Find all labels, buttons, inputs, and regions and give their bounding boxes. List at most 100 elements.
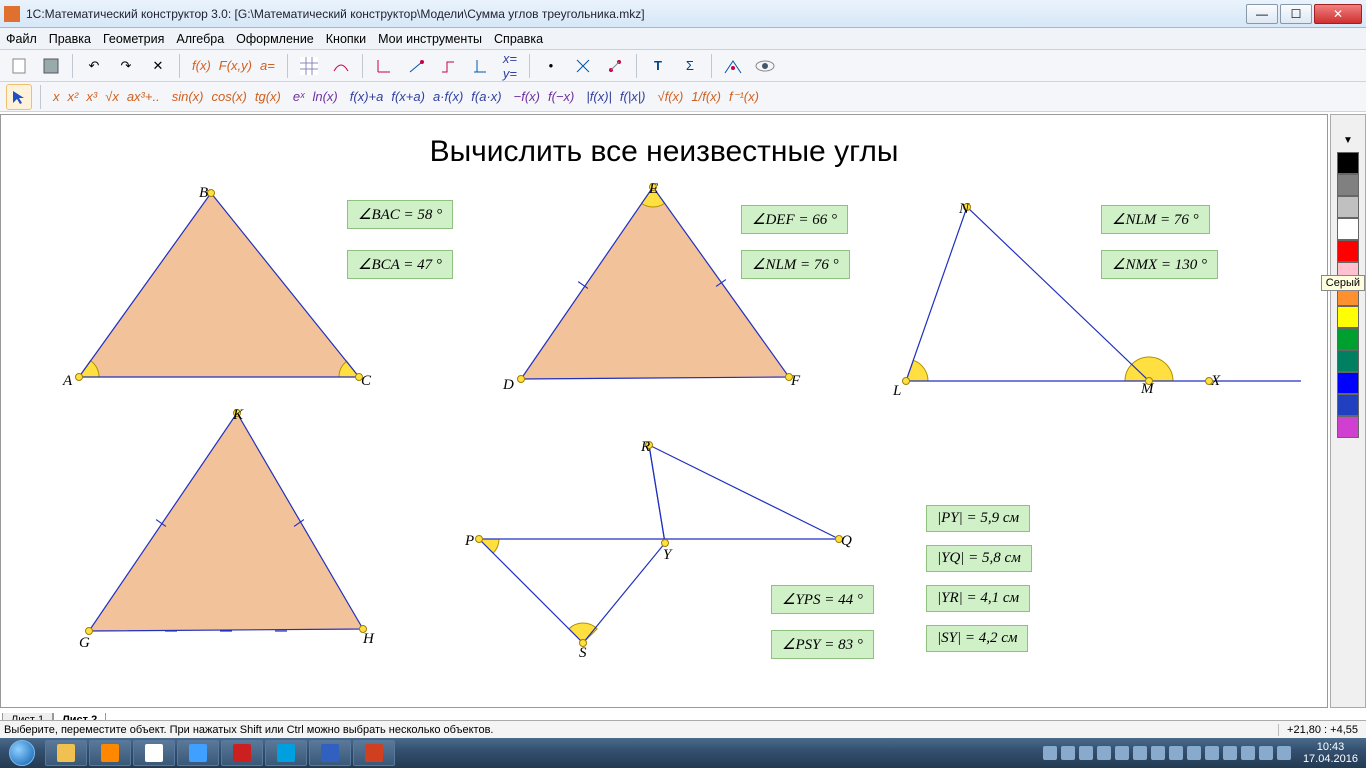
color-swatch[interactable] — [1337, 218, 1359, 240]
integral-button[interactable] — [435, 53, 461, 79]
minimize-button[interactable]: — — [1246, 4, 1278, 24]
measurement-box[interactable]: ∠PSY = 83 ° — [771, 630, 874, 659]
start-button[interactable] — [0, 738, 44, 768]
math-tool[interactable]: a= — [256, 58, 279, 73]
func-tool[interactable]: f(x)+a — [346, 89, 388, 104]
func-tool[interactable]: sin(x) — [168, 89, 208, 104]
color-swatch[interactable] — [1337, 174, 1359, 196]
trace-button[interactable] — [602, 53, 628, 79]
xy-equals-tool[interactable]: x=y= — [499, 51, 521, 81]
taskbar-app[interactable] — [309, 740, 351, 766]
canvas[interactable]: Вычислить все неизвестные углы ∠BAC = 58… — [0, 114, 1328, 708]
measurement-box[interactable]: |PY| = 5,9 см — [926, 505, 1030, 532]
measurement-box[interactable]: ∠NLM = 76 ° — [741, 250, 850, 279]
color-swatch[interactable] — [1337, 328, 1359, 350]
func-tool[interactable]: f(|x|) — [616, 89, 650, 104]
menu-Правка[interactable]: Правка — [49, 32, 91, 46]
maximize-button[interactable]: ☐ — [1280, 4, 1312, 24]
text-button[interactable]: T — [645, 53, 671, 79]
intersect-button[interactable] — [570, 53, 596, 79]
menu-Алгебра[interactable]: Алгебра — [176, 32, 224, 46]
measurement-box[interactable]: |YR| = 4,1 см — [926, 585, 1030, 612]
color-swatch[interactable] — [1337, 152, 1359, 174]
tray-icon[interactable] — [1187, 746, 1201, 760]
tray-icon[interactable] — [1151, 746, 1165, 760]
color-swatch[interactable] — [1337, 306, 1359, 328]
tray-icon[interactable] — [1133, 746, 1147, 760]
taskbar-app[interactable] — [133, 740, 175, 766]
measurement-box[interactable]: ∠BAC = 58 ° — [347, 200, 453, 229]
func-tool[interactable]: √x — [101, 89, 123, 104]
curve-button[interactable] — [328, 53, 354, 79]
taskbar-app[interactable] — [177, 740, 219, 766]
tray-icon[interactable] — [1097, 746, 1111, 760]
measurement-box[interactable]: ∠DEF = 66 ° — [741, 205, 848, 234]
color-swatch[interactable] — [1337, 196, 1359, 218]
taskbar-app[interactable] — [89, 740, 131, 766]
tray-icon[interactable] — [1079, 746, 1093, 760]
math-tool[interactable]: F(x,y) — [215, 58, 256, 73]
func-tool[interactable]: tg(x) — [251, 89, 285, 104]
menu-Справка[interactable]: Справка — [494, 32, 543, 46]
func-tool[interactable]: 1/f(x) — [687, 89, 725, 104]
clock[interactable]: 10:43 17.04.2016 — [1297, 741, 1358, 765]
func-tool[interactable]: x — [49, 89, 64, 104]
tangent-button[interactable] — [467, 53, 493, 79]
menu-Файл[interactable]: Файл — [6, 32, 37, 46]
func-tool[interactable]: x³ — [82, 89, 101, 104]
measurement-box[interactable]: |SY| = 4,2 см — [926, 625, 1028, 652]
taskbar-app[interactable] — [353, 740, 395, 766]
func-tool[interactable]: −f(x) — [510, 89, 544, 104]
tray-icon[interactable] — [1205, 746, 1219, 760]
func-tool[interactable]: f(a·x) — [467, 89, 505, 104]
measurement-box[interactable]: |YQ| = 5,8 см — [926, 545, 1032, 572]
func-tool[interactable]: |f(x)| — [582, 89, 616, 104]
grid-button[interactable] — [296, 53, 322, 79]
tray-icon[interactable] — [1061, 746, 1075, 760]
undo-button[interactable]: ↶ — [81, 53, 107, 79]
tray-icon[interactable] — [1043, 746, 1057, 760]
math-tool[interactable]: f(x) — [188, 58, 215, 73]
tray-icon[interactable] — [1169, 746, 1183, 760]
func-tool[interactable]: ln(x) — [308, 89, 341, 104]
tray-icon[interactable] — [1223, 746, 1237, 760]
tray-icon[interactable] — [1277, 746, 1291, 760]
color-swatch[interactable] — [1337, 372, 1359, 394]
new-file-button[interactable] — [6, 53, 32, 79]
delete-button[interactable]: ✕ — [145, 53, 171, 79]
func-tool[interactable]: ax³+.. — [123, 89, 164, 104]
menu-Мои инструменты[interactable]: Мои инструменты — [378, 32, 482, 46]
point-button[interactable]: • — [538, 53, 564, 79]
color-swatch[interactable] — [1337, 416, 1359, 438]
selector-tool-button[interactable] — [6, 84, 32, 110]
tray-icon[interactable] — [1115, 746, 1129, 760]
taskbar-app[interactable] — [221, 740, 263, 766]
measurement-box[interactable]: ∠NLM = 76 ° — [1101, 205, 1210, 234]
tray-icon[interactable] — [1241, 746, 1255, 760]
measurement-box[interactable]: ∠BCA = 47 ° — [347, 250, 453, 279]
measurement-box[interactable]: ∠YPS = 44 ° — [771, 585, 874, 614]
menu-Кнопки[interactable]: Кнопки — [326, 32, 366, 46]
menu-Оформление[interactable]: Оформление — [236, 32, 314, 46]
color-swatch[interactable] — [1337, 394, 1359, 416]
point-tool-button[interactable] — [403, 53, 429, 79]
axes-button[interactable] — [371, 53, 397, 79]
menu-Геометрия[interactable]: Геометрия — [103, 32, 164, 46]
redo-button[interactable]: ↷ — [113, 53, 139, 79]
color-swatch[interactable] — [1337, 350, 1359, 372]
func-tool[interactable]: √f(x) — [653, 89, 687, 104]
func-tool[interactable]: a·f(x) — [429, 89, 467, 104]
show-button[interactable] — [720, 53, 746, 79]
color-swatch[interactable] — [1337, 240, 1359, 262]
measurement-box[interactable]: ∠NMX = 130 ° — [1101, 250, 1218, 279]
func-tool[interactable]: x² — [64, 89, 83, 104]
func-tool[interactable]: eˣ — [289, 89, 309, 104]
func-tool[interactable]: cos(x) — [207, 89, 250, 104]
taskbar-app[interactable] — [45, 740, 87, 766]
sigma-button[interactable]: Σ — [677, 53, 703, 79]
func-tool[interactable]: f⁻¹(x) — [725, 89, 763, 104]
func-tool[interactable]: f(x+a) — [387, 89, 429, 104]
tray-icon[interactable] — [1259, 746, 1273, 760]
save-button[interactable] — [38, 53, 64, 79]
close-button[interactable]: ✕ — [1314, 4, 1362, 24]
